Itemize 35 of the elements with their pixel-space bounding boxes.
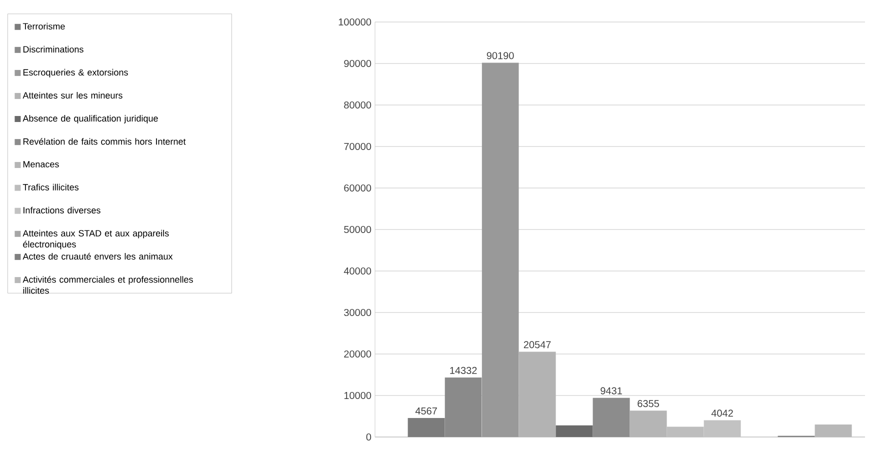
data-label: 20547 xyxy=(524,341,551,348)
data-label: 9431 xyxy=(600,387,622,394)
data-label: 6355 xyxy=(638,400,660,408)
data-label: 4042 xyxy=(711,410,733,417)
y-tick-label: 10000 xyxy=(344,392,372,400)
legend-label: Escroqueries & extorsions xyxy=(23,68,128,78)
data-label: 90190 xyxy=(486,52,514,60)
bar xyxy=(408,418,445,437)
y-tick-label: 0 xyxy=(366,433,372,441)
y-tick-label: 60000 xyxy=(344,184,372,192)
legend-label: Terrorisme xyxy=(22,22,65,30)
data-label: 4567 xyxy=(415,407,437,415)
y-tick-label: 40000 xyxy=(344,267,372,275)
legend-label: Activités commerciales et professionnelles illicites xyxy=(22,276,193,294)
bar xyxy=(444,378,482,437)
y-tick-label: 70000 xyxy=(344,142,372,150)
legend-label: Actes de cruauté envers les animaux xyxy=(22,252,173,260)
y-tick-label: 30000 xyxy=(344,308,372,316)
y-tick-label: 20000 xyxy=(344,350,372,358)
y-tick-label: 90000 xyxy=(344,60,372,68)
bar xyxy=(592,398,630,437)
legend-label: Atteintes sur les mineurs xyxy=(22,92,122,99)
legend-label: Absence de qualification juridique xyxy=(22,114,158,124)
data-label: 14332 xyxy=(450,366,477,374)
bar xyxy=(482,62,519,437)
y-tick-label: 100000 xyxy=(338,18,372,26)
legend-label: Infractions diverses xyxy=(24,206,100,214)
legend-label: Trafics illicites xyxy=(22,184,79,190)
y-tick-label: 80000 xyxy=(344,101,372,109)
legend-label: Revélation de faits commis hors Internet xyxy=(23,138,186,145)
y-tick-label: 50000 xyxy=(344,226,372,234)
legend-label: Discriminations xyxy=(23,46,84,53)
bar xyxy=(556,425,593,437)
legend-label: Menaces xyxy=(23,161,59,168)
legend-label: Atteintes aux STAD et aux appareils électroniques xyxy=(22,230,169,250)
